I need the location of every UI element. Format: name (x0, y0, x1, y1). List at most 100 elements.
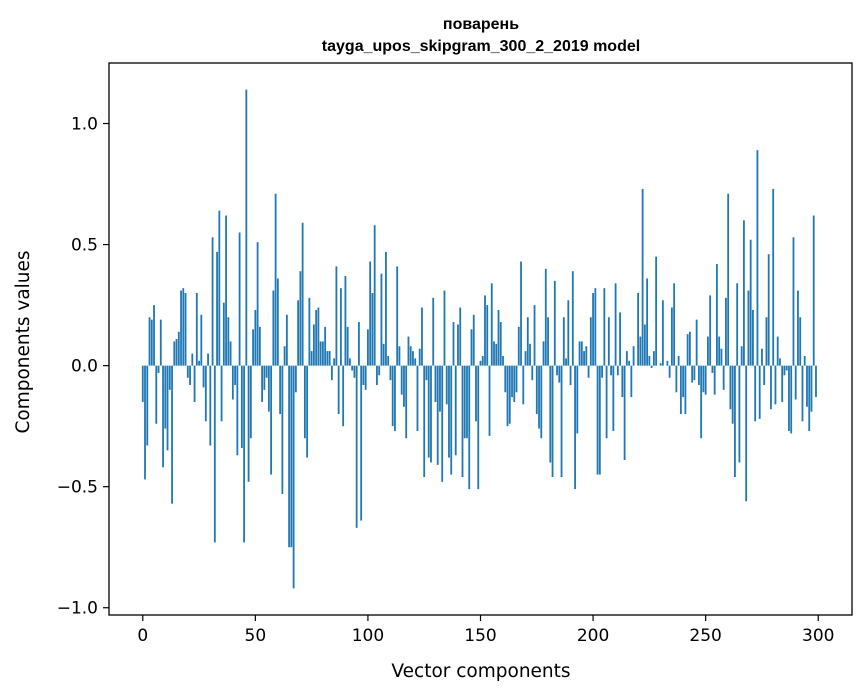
bar-component-91 (346, 326, 349, 366)
bar-component-251 (707, 336, 709, 366)
bar-component-220 (637, 293, 640, 366)
bar-component-186 (560, 365, 563, 477)
x-tick-label: 300 (802, 626, 834, 646)
y-tick-label: −0.5 (57, 478, 98, 498)
bar-component-224 (646, 278, 649, 366)
bar-component-28 (204, 365, 207, 422)
bar-component-241 (684, 365, 687, 415)
bar-component-81 (324, 326, 327, 366)
bar-component-163 (508, 365, 511, 424)
bar-component-150 (479, 360, 482, 366)
bar-component-179 (544, 268, 547, 366)
bar-component-292 (799, 317, 802, 366)
bar-component-206 (605, 365, 608, 439)
bar-component-128 (430, 365, 432, 463)
bar-component-42 (236, 365, 239, 456)
bar-component-189 (567, 300, 570, 366)
chart-subtitle: tayga_upos_skipgram_300_2_2019 model (322, 38, 640, 55)
bar-component-288 (790, 365, 793, 434)
bar-component-65 (288, 365, 291, 548)
bar-component-8 (159, 319, 162, 366)
bar-component-140 (457, 324, 459, 366)
bar-component-243 (688, 331, 691, 366)
bar-component-49 (252, 329, 254, 366)
bar-component-265 (738, 365, 741, 463)
bar-component-282 (776, 336, 779, 366)
bar-component-290 (794, 365, 797, 400)
bar-component-104 (376, 365, 378, 385)
bar-component-222 (641, 188, 644, 366)
bar-component-44 (240, 365, 243, 448)
bar-component-122 (416, 365, 419, 431)
bar-component-284 (781, 365, 784, 402)
bar-component-228 (655, 256, 658, 366)
y-tick-label: 1.0 (71, 115, 98, 135)
bar-component-287 (788, 365, 790, 431)
bar-component-188 (565, 358, 567, 366)
bar-component-121 (414, 358, 417, 366)
bar-component-107 (382, 343, 385, 366)
bar-component-177 (540, 365, 543, 439)
bar-component-80 (321, 341, 324, 366)
bar-component-3 (148, 317, 151, 366)
bar-component-79 (319, 341, 322, 366)
bar-component-183 (553, 280, 556, 366)
bar-component-136 (448, 365, 450, 458)
bar-component-252 (709, 295, 712, 366)
bar-component-255 (716, 263, 718, 366)
bar-component-72 (303, 365, 306, 439)
bar-component-26 (200, 314, 203, 366)
bar-component-25 (198, 360, 200, 366)
bar-component-234 (668, 365, 671, 378)
bar-component-153 (486, 305, 489, 366)
bar-component-24 (195, 293, 198, 366)
bar-component-66 (290, 365, 293, 548)
bar-component-29 (207, 353, 209, 366)
bar-component-17 (180, 290, 182, 366)
bar-component-90 (344, 276, 347, 366)
bar-component-27 (202, 365, 205, 388)
bar-component-130 (434, 365, 437, 402)
bar-component-61 (279, 365, 282, 415)
bar-component-227 (652, 351, 655, 366)
bar-component-277 (765, 317, 768, 366)
bar-component-46 (245, 89, 248, 366)
bar-component-126 (425, 365, 428, 381)
bar-component-112 (394, 365, 396, 431)
bar-component-55 (265, 365, 268, 378)
bar-component-230 (659, 363, 662, 366)
bar-component-148 (475, 365, 477, 422)
x-tick-label: 0 (137, 626, 148, 646)
bar-component-99 (364, 365, 367, 390)
bar-component-58 (272, 290, 275, 366)
chart-title: поварень (443, 16, 519, 33)
bar-component-145 (468, 365, 471, 490)
bar-component-231 (661, 300, 664, 366)
bar-component-173 (531, 365, 534, 381)
bar-component-144 (466, 365, 468, 439)
bar-component-97 (360, 365, 363, 521)
bar-component-204 (601, 365, 603, 378)
bar-component-23 (193, 365, 196, 402)
bar-component-237 (675, 365, 678, 393)
y-tick-label: 0.5 (71, 236, 98, 256)
bar-component-34 (218, 210, 221, 366)
bar-component-269 (747, 290, 750, 366)
bar-component-155 (490, 283, 493, 366)
bar-component-297 (810, 365, 813, 412)
bar-component-264 (736, 283, 739, 366)
bar-component-187 (562, 317, 565, 366)
bar-component-70 (299, 271, 302, 366)
bar-component-278 (767, 254, 770, 366)
bar-component-165 (513, 365, 516, 402)
bar-component-63 (283, 346, 286, 366)
bar-component-13 (171, 365, 173, 504)
bar-component-32 (213, 365, 216, 543)
bar-component-169 (522, 365, 525, 405)
bar-component-259 (725, 297, 727, 366)
bar-component-157 (495, 343, 498, 366)
bar-component-159 (499, 322, 502, 366)
bar-component-146 (470, 329, 473, 366)
bar-component-96 (358, 322, 360, 366)
bar-component-93 (351, 365, 354, 371)
